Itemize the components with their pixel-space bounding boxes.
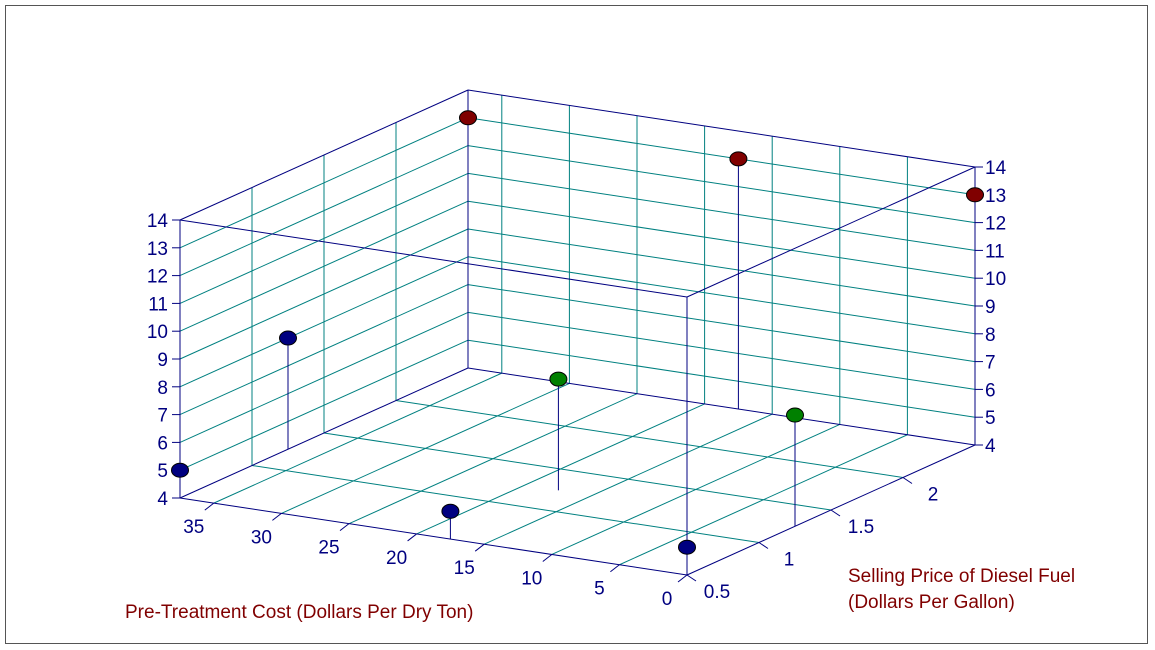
z-tick-label-right: 5 xyxy=(985,408,996,429)
z-tick-label-right: 7 xyxy=(985,353,996,374)
axis-edge xyxy=(179,219,688,298)
x-tick-label: 0 xyxy=(662,589,673,610)
z-tick-label-right: 14 xyxy=(985,158,1007,179)
grid-line-backwall-z xyxy=(467,311,976,390)
grid-line-backwall-z xyxy=(467,145,976,224)
data-point xyxy=(786,407,804,423)
y-tick-label: 1.5 xyxy=(848,517,874,538)
y-tick-label: 0.5 xyxy=(704,582,730,603)
grid-line-leftwall-z xyxy=(179,200,469,332)
grid-line-floor-y xyxy=(323,432,832,511)
z-tick-label-left: 6 xyxy=(157,433,168,454)
data-point xyxy=(279,330,297,346)
z-tick-label-left: 10 xyxy=(147,322,168,343)
grid-line-leftwall-z xyxy=(179,172,469,304)
data-point xyxy=(966,187,984,203)
x-tick-mark xyxy=(339,523,350,532)
data-point xyxy=(171,462,189,478)
z-tick-label-right: 8 xyxy=(985,325,996,346)
grid-line-floor-y xyxy=(395,400,904,478)
y-tick-mark xyxy=(830,509,841,517)
axis-edge xyxy=(686,166,976,298)
grid-line-backwall-z xyxy=(467,117,976,196)
grid-line-floor-y xyxy=(251,465,760,543)
x-tick-mark xyxy=(610,564,620,573)
y-tick-mark xyxy=(758,542,769,549)
x-tick-label: 15 xyxy=(454,558,475,579)
y-axis-title: Selling Price of Diesel Fuel xyxy=(848,566,1075,587)
grid-line-backwall-z xyxy=(467,172,976,251)
z-tick-label-left: 7 xyxy=(157,406,168,427)
z-tick-label-left: 9 xyxy=(157,350,168,371)
y-tick-mark xyxy=(686,574,697,582)
data-point xyxy=(441,503,460,519)
axis-box xyxy=(172,89,983,583)
grid-line-backwall-z xyxy=(467,284,976,363)
z-tick-label-left: 8 xyxy=(157,378,168,399)
grid-line-leftwall-z xyxy=(179,311,469,443)
axis-edge xyxy=(179,89,469,221)
y-tick-mark xyxy=(902,477,913,484)
x-tick-label: 20 xyxy=(386,548,407,569)
x-tick-mark xyxy=(407,533,417,542)
z-tick-label-left: 4 xyxy=(157,489,168,510)
grid-line-leftwall-z xyxy=(179,145,469,277)
grid-line-backwall-z xyxy=(467,200,976,279)
grid-lines xyxy=(179,95,976,566)
z-tick-label-right: 9 xyxy=(985,297,996,318)
y-tick-label: 2 xyxy=(928,485,939,506)
x-tick-label: 5 xyxy=(594,579,605,600)
axis-edge xyxy=(467,367,976,446)
grid-line-leftwall-z xyxy=(179,256,469,388)
tick-labels: 4455667788991010111112121313141405101520… xyxy=(147,158,1007,610)
grid-line-backwall-z xyxy=(467,339,976,418)
z-tick-label-right: 13 xyxy=(985,186,1006,207)
data-point xyxy=(678,539,696,555)
z-tick-label-left: 13 xyxy=(147,239,168,260)
data-point xyxy=(549,371,568,387)
grid-line-leftwall-z xyxy=(179,228,469,360)
y-axis-title-line2: (Dollars Per Gallon) xyxy=(848,592,1015,613)
x-tick-mark xyxy=(204,502,215,511)
grid-line-leftwall-z xyxy=(179,284,469,416)
data-points xyxy=(171,110,984,555)
x-axis-title: Pre-Treatment Cost (Dollars Per Dry Ton) xyxy=(125,602,473,623)
z-tick-label-left: 12 xyxy=(147,267,168,288)
x-tick-mark xyxy=(474,543,485,552)
x-tick-label: 10 xyxy=(521,568,542,589)
z-tick-label-left: 11 xyxy=(148,294,168,315)
grid-line-leftwall-z xyxy=(179,117,469,249)
x-tick-label: 25 xyxy=(318,538,339,559)
z-tick-label-left: 14 xyxy=(147,211,169,232)
z-tick-label-right: 11 xyxy=(985,241,1005,262)
grid-line-leftwall-z xyxy=(179,339,469,471)
x-tick-mark xyxy=(272,513,282,521)
grid-line-backwall-z xyxy=(467,228,976,307)
axis-edge xyxy=(467,89,976,168)
data-point xyxy=(729,151,748,167)
grid-line-backwall-z xyxy=(467,256,976,335)
x-tick-label: 30 xyxy=(251,527,272,548)
x-tick-mark xyxy=(677,574,688,583)
axis-edge xyxy=(179,497,688,576)
z-tick-label-right: 6 xyxy=(985,380,996,401)
z-tick-label-right: 4 xyxy=(985,436,996,457)
z-tick-label-left: 5 xyxy=(157,461,168,482)
data-stems xyxy=(179,117,976,575)
x-tick-label: 35 xyxy=(183,517,204,538)
data-point xyxy=(459,110,477,126)
z-tick-label-right: 12 xyxy=(985,214,1006,235)
x-tick-mark xyxy=(542,554,553,562)
y-tick-label: 1 xyxy=(784,550,795,571)
z-tick-label-right: 10 xyxy=(985,269,1006,290)
axis-edge xyxy=(179,367,469,499)
